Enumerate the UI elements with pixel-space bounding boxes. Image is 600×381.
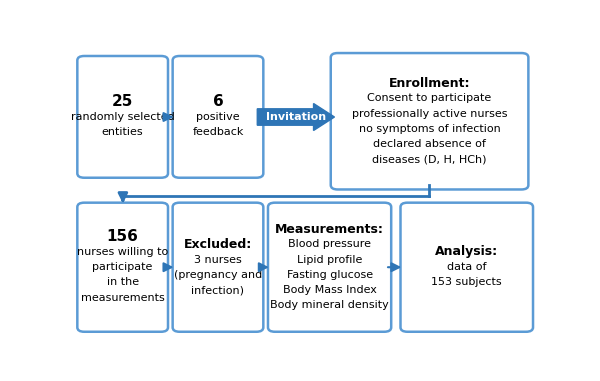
Text: Fasting glucose: Fasting glucose: [287, 270, 373, 280]
FancyBboxPatch shape: [401, 203, 533, 332]
Text: randomly selected: randomly selected: [71, 112, 175, 122]
Text: Analysis:: Analysis:: [435, 245, 499, 258]
Text: positive: positive: [196, 112, 240, 122]
Text: (pregnancy and: (pregnancy and: [174, 270, 262, 280]
FancyBboxPatch shape: [173, 56, 263, 178]
Text: 6: 6: [212, 94, 223, 109]
FancyBboxPatch shape: [173, 203, 263, 332]
Text: Lipid profile: Lipid profile: [297, 255, 362, 264]
Text: Blood pressure: Blood pressure: [288, 239, 371, 249]
Text: 3 nurses: 3 nurses: [194, 255, 242, 264]
Text: feedback: feedback: [193, 127, 244, 137]
Text: Body Mass Index: Body Mass Index: [283, 285, 377, 295]
Text: measurements: measurements: [81, 293, 164, 303]
Text: Measurements:: Measurements:: [275, 223, 384, 235]
FancyBboxPatch shape: [77, 56, 168, 178]
Text: data of: data of: [447, 262, 487, 272]
Text: in the: in the: [107, 277, 139, 288]
Text: entities: entities: [102, 127, 143, 137]
Text: diseases (D, H, HCh): diseases (D, H, HCh): [373, 154, 487, 164]
Text: nurses willing to: nurses willing to: [77, 247, 168, 257]
Text: infection): infection): [191, 285, 244, 295]
FancyBboxPatch shape: [268, 203, 391, 332]
Text: declared absence of: declared absence of: [373, 139, 486, 149]
Text: Consent to participate: Consent to participate: [367, 93, 491, 103]
Polygon shape: [257, 104, 334, 131]
Text: Invitation: Invitation: [266, 112, 326, 122]
Text: professionally active nurses: professionally active nurses: [352, 109, 508, 118]
Text: 153 subjects: 153 subjects: [431, 277, 502, 288]
FancyBboxPatch shape: [331, 53, 529, 189]
Text: no symptoms of infection: no symptoms of infection: [359, 124, 500, 134]
Text: Excluded:: Excluded:: [184, 238, 252, 251]
Text: Body mineral density: Body mineral density: [270, 300, 389, 311]
Text: participate: participate: [92, 262, 153, 272]
Text: 156: 156: [107, 229, 139, 244]
FancyBboxPatch shape: [77, 203, 168, 332]
Text: 25: 25: [112, 94, 133, 109]
Text: Enrollment:: Enrollment:: [389, 77, 470, 90]
